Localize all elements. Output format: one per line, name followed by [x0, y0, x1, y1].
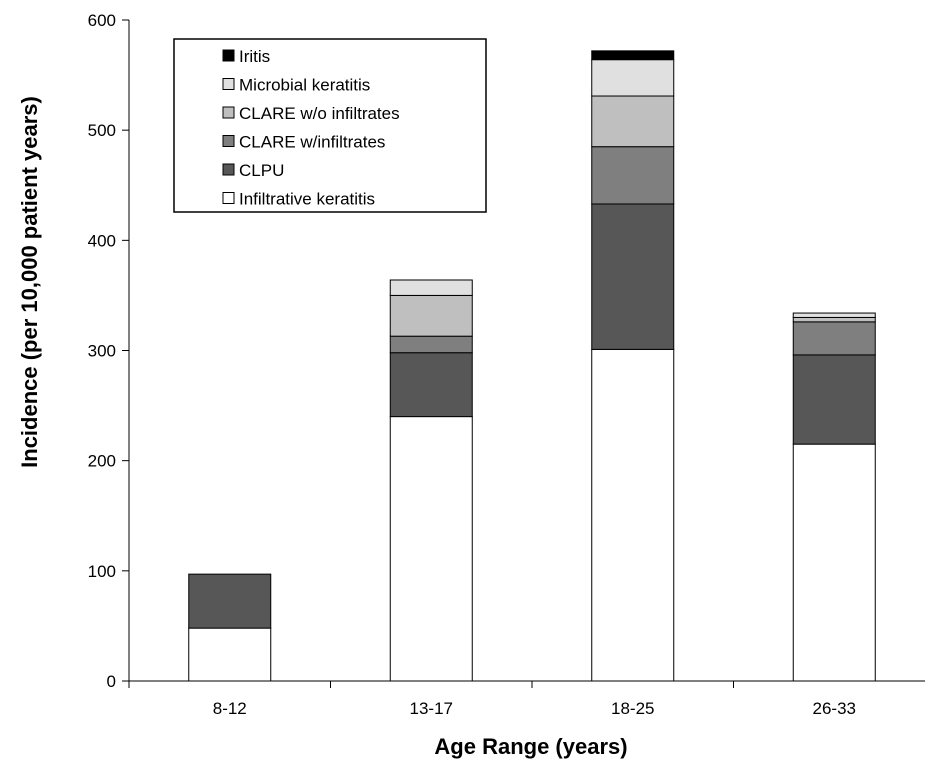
y-axis: 0 100 200 300 400 500 600 [88, 11, 130, 691]
bar-26-33-clare-w-infiltrates [792, 321, 876, 356]
legend-label-clare-w-o-infiltrates: CLARE w/o infiltrates [239, 104, 400, 123]
x-tick-label-18-25: 18-25 [611, 699, 654, 718]
bar-13-17-clpu [389, 352, 473, 418]
y-axis-title: Incidence (per 10,000 patient years) [17, 96, 42, 468]
y-tick-label: 0 [107, 672, 116, 691]
bar-26-33-clpu [792, 354, 876, 445]
bar-13-17-infiltrative-keratitis [389, 416, 473, 682]
bar-18-25-infiltrative-keratitis [591, 348, 675, 682]
legend-swatch-clpu [222, 163, 235, 176]
bar-26-33-infiltrative-keratitis [792, 443, 876, 682]
y-tick-label: 200 [88, 452, 116, 471]
legend-swatch-infiltrative-keratitis [222, 192, 235, 204]
bars [188, 50, 876, 682]
legend: Iritis Microbial keratitis CLARE w/o infil… [173, 38, 487, 213]
x-axis-title: Age Range (years) [434, 734, 627, 759]
bar-18-25-clare-w-o-infiltrates [591, 95, 675, 148]
legend-swatch-microbial-keratitis [222, 78, 235, 90]
legend-swatch-clare-w-infiltrates [222, 135, 235, 147]
bar-18-25-clpu [591, 203, 675, 350]
legend-swatch-clare-w-o-infiltrates [222, 106, 235, 119]
legend-label-clare-w-infiltrates: CLARE w/infiltrates [239, 133, 385, 152]
bar-13-17-clare-w-infiltrates [389, 335, 473, 354]
y-tick-label: 300 [88, 342, 116, 361]
legend-label-iritis: Iritis [239, 47, 270, 66]
y-tick-label: 500 [88, 121, 116, 140]
bar-8-12-clpu [188, 573, 272, 629]
bar-18-25-iritis [591, 50, 675, 61]
bar-18-25-microbial-keratitis [591, 59, 675, 97]
x-tick-label-13-17: 13-17 [410, 699, 453, 718]
x-tick-label-8-12: 8-12 [213, 699, 247, 718]
legend-label-clpu: CLPU [239, 161, 284, 180]
y-tick-label: 100 [88, 562, 116, 581]
bar-8-12-infiltrative-keratitis [188, 627, 272, 682]
legend-swatch-iritis [222, 49, 235, 62]
y-tick-label: 600 [88, 11, 116, 30]
bar-26-33-microbial-keratitis [792, 312, 876, 318]
x-axis: 8-12 13-17 18-25 26-33 [128, 680, 925, 718]
bar-13-17-clare-w-o-infiltrates [389, 294, 473, 337]
bar-18-25-clare-w-infiltrates [591, 146, 675, 205]
x-tick-label-26-33: 26-33 [813, 699, 856, 718]
bar-26-33-clare-w-o-infiltrates [792, 316, 876, 323]
legend-box [173, 38, 487, 213]
legend-label-infiltrative-keratitis: Infiltrative keratitis [239, 190, 375, 209]
y-tick-label: 400 [88, 231, 116, 250]
bar-13-17-microbial-keratitis [389, 279, 473, 296]
legend-label-microbial-keratitis: Microbial keratitis [239, 76, 370, 95]
